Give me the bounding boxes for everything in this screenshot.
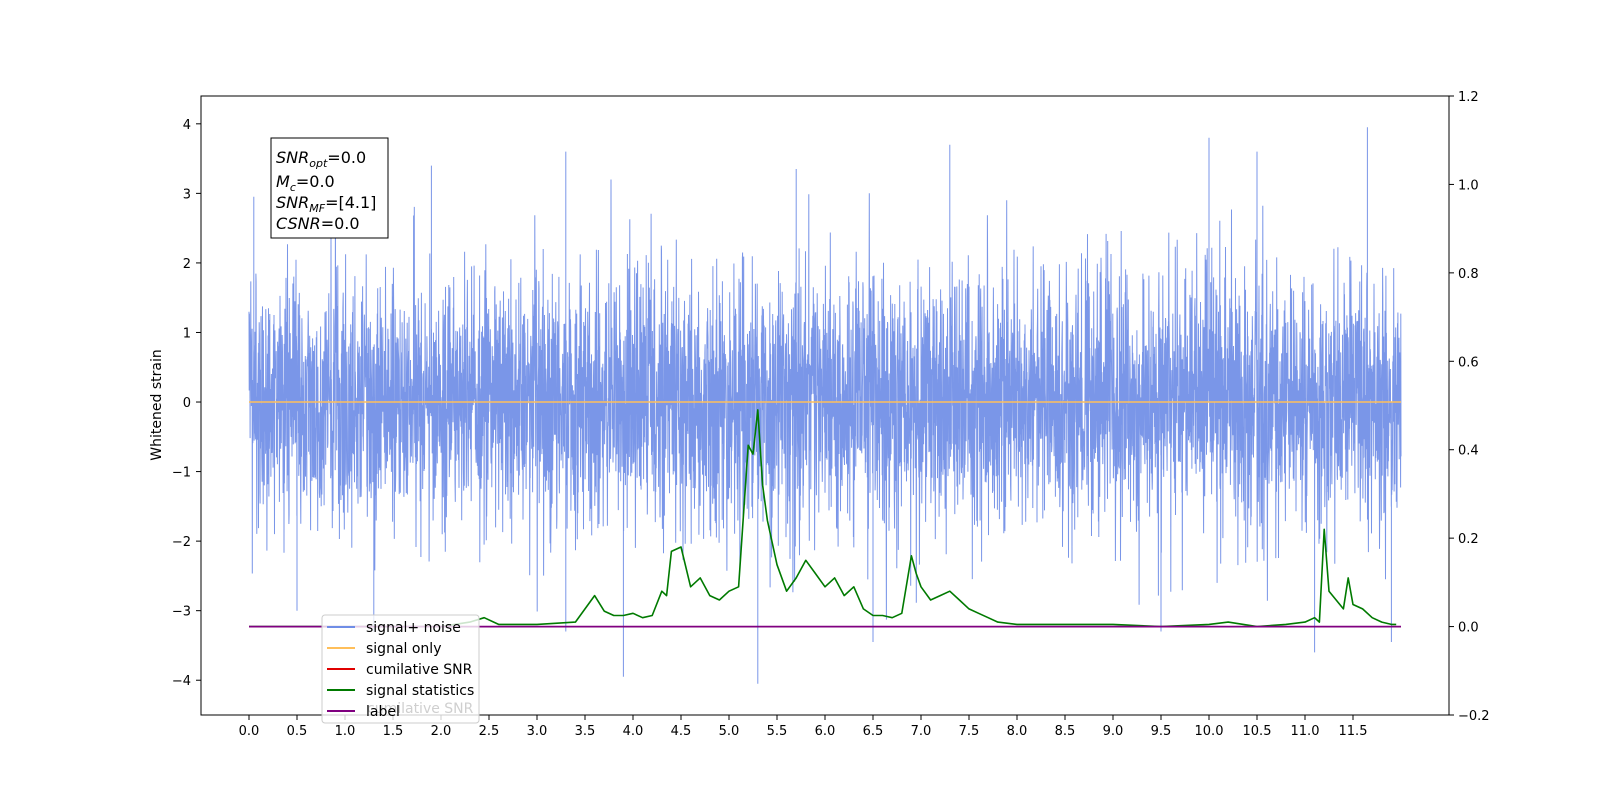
- x-tick-label: 10.0: [1195, 724, 1224, 739]
- y2-tick-label: 1.0: [1458, 178, 1479, 193]
- x-tick-label: 3.0: [527, 724, 548, 739]
- legend-label: signal only: [366, 641, 441, 657]
- x-tick-label: 0.5: [287, 724, 308, 739]
- series-layer: [248, 127, 1402, 684]
- x-tick-label: 10.5: [1243, 724, 1272, 739]
- y2-tick-label: 0.8: [1458, 267, 1479, 282]
- x-tick-label: 4.0: [623, 724, 644, 739]
- y-tick-label: −3: [172, 605, 191, 620]
- info-snr-opt: SNRopt=0.0: [276, 148, 366, 170]
- series-signal-noise-line: [248, 127, 1402, 684]
- x-tick-label: 8.5: [1055, 724, 1076, 739]
- x-tick-label: 8.0: [1007, 724, 1028, 739]
- y-tick-label: −1: [172, 466, 191, 481]
- x-tick-label: 9.0: [1103, 724, 1124, 739]
- info-mc: Mc=0.0: [276, 172, 335, 194]
- y2-tick-label: 0.2: [1458, 532, 1479, 547]
- y-tick-label: −2: [172, 535, 191, 550]
- y2-tick-label: 0.4: [1458, 444, 1479, 459]
- x-tick-label: 5.5: [767, 724, 788, 739]
- x-tick-label: 4.5: [671, 724, 692, 739]
- y-tick-label: 0: [183, 396, 191, 411]
- legend-item: signal+ noise: [327, 620, 461, 636]
- y-tick-label: 1: [183, 326, 191, 341]
- x-tick-label: 3.5: [575, 724, 596, 739]
- x-tick-label: 1.5: [383, 724, 404, 739]
- axes-layer: 0.0 0.5 1.0 1.5 2.0 2.5 3.0 3.5 4.0 4.5 5.0 5.5 6.0 6…: [172, 90, 1490, 739]
- y-axis-label: Whitened strain: [149, 349, 165, 460]
- info-box: SNRopt=0.0 Mc=0.0 SNRMF=[4.1] CSNR=0.0: [270, 137, 389, 239]
- x-tick-label: 0.0: [239, 724, 260, 739]
- y-tick-label: 3: [183, 187, 191, 202]
- y-tick-label: 4: [183, 118, 191, 133]
- legend-frame: [321, 614, 480, 724]
- x-tick-label: 2.5: [479, 724, 500, 739]
- series-signal-statistics-line: [249, 409, 1397, 628]
- info-box-frame: [270, 137, 389, 239]
- legend-label: cumilative SNR: [366, 662, 473, 678]
- y-tick-label: 2: [183, 257, 191, 272]
- x-tick-label: 6.0: [815, 724, 836, 739]
- legend-item: signal statistics: [327, 683, 474, 699]
- legend-ghost-label: cumilative SNR: [367, 701, 474, 717]
- y2-tick-label: −0.2: [1458, 709, 1490, 724]
- legend-label: label: [366, 704, 400, 720]
- info-csnr: CSNR=0.0: [276, 214, 360, 233]
- y2-tick-label: 0.0: [1458, 621, 1479, 636]
- x-tick-label: 11.0: [1291, 724, 1320, 739]
- x-tick-label: 5.0: [719, 724, 740, 739]
- y2-tick-label: 0.6: [1458, 355, 1479, 370]
- x-tick-label: 2.0: [431, 724, 452, 739]
- legend: cumilative SNR signal+ noise signal only cu…: [321, 614, 480, 724]
- legend-label: signal+ noise: [366, 620, 461, 636]
- x-tick-label: 7.0: [911, 724, 932, 739]
- x-tick-label: 1.0: [335, 724, 356, 739]
- legend-item: signal only: [327, 641, 441, 657]
- legend-item: cumilative SNR: [327, 662, 473, 678]
- y2-tick-label: 1.2: [1458, 90, 1479, 105]
- x-tick-label: 7.5: [959, 724, 980, 739]
- x-tick-label: 6.5: [863, 724, 884, 739]
- info-snr-mf: SNRMF=[4.1]: [276, 193, 376, 215]
- legend-item: label: [327, 704, 400, 720]
- x-tick-label: 9.5: [1151, 724, 1172, 739]
- legend-label: signal statistics: [366, 683, 474, 699]
- x-tick-label: 11.5: [1339, 724, 1368, 739]
- y-tick-label: −4: [172, 674, 191, 689]
